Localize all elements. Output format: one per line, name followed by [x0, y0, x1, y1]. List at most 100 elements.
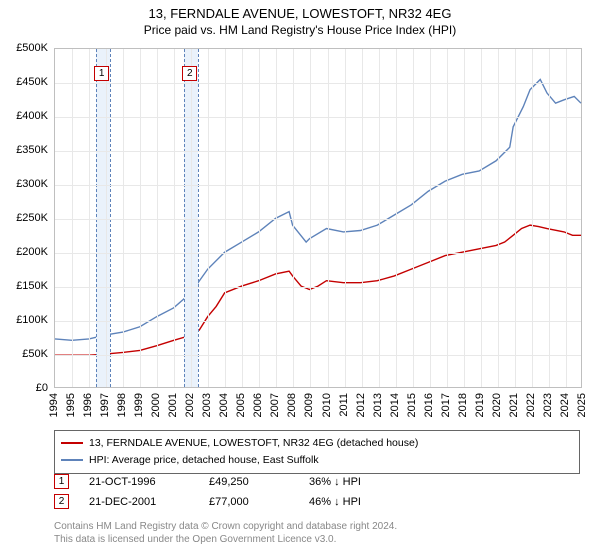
gridline-v [225, 49, 226, 387]
gridline-v [106, 49, 107, 387]
gridline-v [72, 49, 73, 387]
gridline-v [413, 49, 414, 387]
x-tick-label: 2015 [406, 393, 418, 417]
sale-record-price: £77,000 [209, 496, 309, 508]
legend-swatch [61, 459, 83, 461]
gridline-v [174, 49, 175, 387]
gridline-v [362, 49, 363, 387]
x-tick-label: 2004 [218, 393, 230, 417]
y-tick-label: £150K [0, 280, 48, 292]
chart-container: 13, FERNDALE AVENUE, LOWESTOFT, NR32 4EG… [0, 0, 600, 560]
x-tick-label: 2018 [457, 393, 469, 417]
chart-subtitle: Price paid vs. HM Land Registry's House … [0, 23, 600, 41]
sale-marker-label: 1 [94, 66, 109, 81]
x-tick-label: 2013 [372, 393, 384, 417]
legend-swatch [61, 442, 83, 444]
gridline-v [549, 49, 550, 387]
sale-record-date: 21-OCT-1996 [89, 476, 209, 488]
gridline-v [328, 49, 329, 387]
gridline-h [55, 185, 581, 186]
gridline-h [55, 321, 581, 322]
gridline-v [123, 49, 124, 387]
sale-record-num: 2 [54, 494, 69, 509]
x-tick-label: 1999 [133, 393, 145, 417]
sale-record-hpi-rel: 36% ↓ HPI [309, 476, 409, 488]
x-tick-label: 2020 [491, 393, 503, 417]
gridline-h [55, 219, 581, 220]
x-tick-label: 2021 [508, 393, 520, 417]
x-tick-label: 2011 [338, 393, 350, 417]
y-tick-label: £350K [0, 144, 48, 156]
x-tick-label: 1995 [65, 393, 77, 417]
x-tick-label: 2000 [150, 393, 162, 417]
x-tick-label: 2024 [559, 393, 571, 417]
gridline-v [345, 49, 346, 387]
gridline-v [259, 49, 260, 387]
sale-record-row: 2 21-DEC-2001£77,00046% ↓ HPI [54, 494, 582, 509]
sale-band-border [110, 49, 111, 387]
gridline-v [515, 49, 516, 387]
y-tick-label: £450K [0, 76, 48, 88]
x-tick-label: 2009 [303, 393, 315, 417]
gridline-v [293, 49, 294, 387]
x-tick-label: 2014 [389, 393, 401, 417]
x-tick-label: 2016 [423, 393, 435, 417]
y-tick-label: £250K [0, 212, 48, 224]
x-tick-label: 1996 [82, 393, 94, 417]
gridline-v [140, 49, 141, 387]
x-tick-label: 2017 [440, 393, 452, 417]
y-tick-label: £500K [0, 42, 48, 54]
gridline-v [498, 49, 499, 387]
footer-note: Contains HM Land Registry data © Crown c… [54, 520, 582, 546]
gridline-v [157, 49, 158, 387]
x-tick-label: 2001 [167, 393, 179, 417]
gridline-h [55, 151, 581, 152]
gridline-v [242, 49, 243, 387]
gridline-v [310, 49, 311, 387]
x-tick-label: 1998 [116, 393, 128, 417]
sale-band-border [96, 49, 97, 387]
gridline-v [532, 49, 533, 387]
sale-band-border [184, 49, 185, 387]
gridline-v [447, 49, 448, 387]
gridline-h [55, 253, 581, 254]
gridline-v [464, 49, 465, 387]
sale-band [96, 49, 110, 387]
gridline-v [208, 49, 209, 387]
series-line [55, 225, 581, 355]
x-tick-label: 2010 [321, 393, 333, 417]
x-tick-label: 2019 [474, 393, 486, 417]
y-tick-label: £200K [0, 246, 48, 258]
legend-item: 13, FERNDALE AVENUE, LOWESTOFT, NR32 4EG… [61, 435, 573, 452]
gridline-v [276, 49, 277, 387]
x-tick-label: 2007 [269, 393, 281, 417]
sale-record-num: 1 [54, 474, 69, 489]
x-tick-label: 2012 [355, 393, 367, 417]
gridline-h [55, 117, 581, 118]
sale-record-date: 21-DEC-2001 [89, 496, 209, 508]
chart-title: 13, FERNDALE AVENUE, LOWESTOFT, NR32 4EG [0, 0, 600, 23]
y-tick-label: £100K [0, 314, 48, 326]
sale-marker-label: 2 [182, 66, 197, 81]
legend-item: HPI: Average price, detached house, East… [61, 452, 573, 469]
x-tick-label: 2003 [201, 393, 213, 417]
gridline-v [566, 49, 567, 387]
series-line [55, 79, 581, 340]
x-tick-label: 1997 [99, 393, 111, 417]
sale-record-price: £49,250 [209, 476, 309, 488]
x-tick-label: 2025 [576, 393, 588, 417]
legend-label: 13, FERNDALE AVENUE, LOWESTOFT, NR32 4EG… [89, 435, 418, 452]
y-tick-label: £0 [0, 382, 48, 394]
y-tick-label: £300K [0, 178, 48, 190]
sale-record-hpi-rel: 46% ↓ HPI [309, 496, 409, 508]
gridline-v [379, 49, 380, 387]
gridline-h [55, 287, 581, 288]
gridline-v [430, 49, 431, 387]
x-tick-label: 1994 [48, 393, 60, 417]
x-tick-label: 2023 [542, 393, 554, 417]
x-tick-label: 2006 [252, 393, 264, 417]
x-tick-label: 2008 [286, 393, 298, 417]
x-tick-label: 2002 [184, 393, 196, 417]
sale-record-row: 1 21-OCT-1996£49,25036% ↓ HPI [54, 474, 582, 489]
legend: 13, FERNDALE AVENUE, LOWESTOFT, NR32 4EG… [54, 430, 580, 474]
